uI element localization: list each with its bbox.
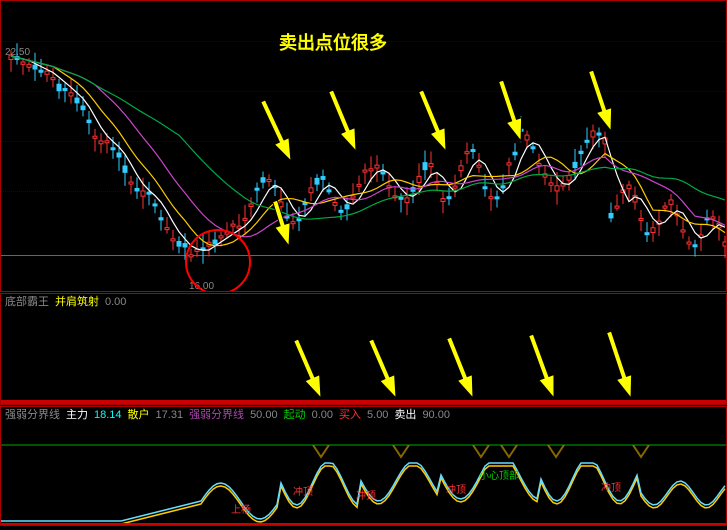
indicator-label: 冲顶 <box>356 487 376 502</box>
header-value: 0.00 <box>312 409 333 421</box>
header-value: 17.31 <box>156 409 184 421</box>
header-value: 主力 <box>66 409 88 421</box>
main-chart-area[interactable]: 22.50 16.00 卖出点位很多 <box>1 1 726 291</box>
indicator-panel-2[interactable]: 强弱分界线主力18.14散户17.31强弱分界线50.00起动0.00买入5.0… <box>0 406 727 526</box>
main-candlestick-panel[interactable]: 22.50 16.00 卖出点位很多 <box>0 0 727 292</box>
header-value: 并肩筑射 <box>55 296 99 308</box>
header-value: 卖出 <box>394 409 416 421</box>
header-value: 5.00 <box>367 409 388 421</box>
header-value: 起动 <box>284 409 306 421</box>
indicator-label: 上杨 <box>231 501 251 516</box>
indicator-label: 小心顶部 <box>479 467 519 482</box>
header-value: 50.00 <box>250 409 278 421</box>
header-value: 强弱分界线 <box>5 409 60 421</box>
indicator-1-svg <box>1 310 726 404</box>
header-value: 0.00 <box>105 296 126 308</box>
header-value: 买入 <box>339 409 361 421</box>
main-chart-svg <box>1 1 726 291</box>
header-value: 18.14 <box>94 409 122 421</box>
indicator-panel-1[interactable]: 底部霸王并肩筑射 0.00 <box>0 293 727 405</box>
indicator-2-area[interactable]: 冲顶冲顶冲顶小心顶部冲顶上杨起动起动 <box>1 423 726 525</box>
header-value: 底部霸王 <box>5 296 49 308</box>
indicator-label: 冲顶 <box>293 483 313 498</box>
indicator-2-svg <box>1 423 726 525</box>
header-value: 强弱分界线 <box>189 409 244 421</box>
indicator-1-area[interactable] <box>1 310 726 404</box>
indicator-label: 冲顶 <box>601 479 621 494</box>
indicator-1-header: 底部霸王并肩筑射 0.00 <box>1 294 726 310</box>
header-value: 90.00 <box>422 409 450 421</box>
header-value: 散户 <box>128 409 150 421</box>
indicator-label: 冲顶 <box>446 481 466 496</box>
indicator-2-header: 强弱分界线主力18.14散户17.31强弱分界线50.00起动0.00买入5.0… <box>1 407 726 423</box>
